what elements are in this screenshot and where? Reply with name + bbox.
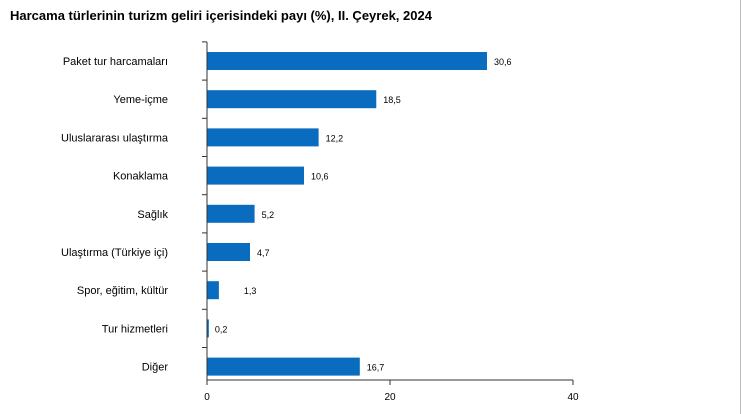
category-label: Yeme-içme bbox=[113, 94, 168, 106]
bar bbox=[207, 204, 255, 223]
category-label: Paket tur harcamaları bbox=[63, 56, 168, 68]
category-label: Diğer bbox=[142, 362, 169, 374]
data-label: 4,7 bbox=[257, 248, 270, 258]
category-label: Konaklama bbox=[113, 171, 169, 183]
category-label: Sağlık bbox=[137, 209, 168, 221]
bar bbox=[207, 52, 487, 70]
x-tick-label: 0 bbox=[204, 392, 210, 403]
data-label: 5,2 bbox=[262, 210, 275, 220]
data-label: 10,6 bbox=[311, 172, 329, 182]
data-label: 16,7 bbox=[367, 363, 385, 373]
data-label: 30,6 bbox=[494, 57, 512, 67]
category-label: Spor, eğitim, kültür bbox=[77, 285, 168, 297]
bar bbox=[207, 90, 377, 109]
data-label: 1,3 bbox=[244, 286, 257, 296]
bar bbox=[207, 243, 251, 261]
category-label: Ulaştırma (Türkiye içi) bbox=[61, 247, 168, 259]
x-tick-label: 20 bbox=[384, 392, 396, 403]
category-label: Tur hizmetleri bbox=[102, 323, 168, 335]
bar bbox=[207, 319, 209, 338]
chart-title: Harcama türlerinin turizm geliri içerisi… bbox=[10, 8, 432, 23]
bar bbox=[207, 166, 304, 185]
category-label: Uluslararası ulaştırma bbox=[61, 132, 169, 144]
data-label: 0,2 bbox=[215, 324, 228, 334]
bar bbox=[207, 281, 219, 300]
x-tick-label: 40 bbox=[567, 392, 579, 403]
data-label: 12,2 bbox=[326, 133, 344, 143]
bar bbox=[207, 128, 319, 147]
data-label: 18,5 bbox=[383, 95, 401, 105]
bar bbox=[207, 357, 360, 376]
